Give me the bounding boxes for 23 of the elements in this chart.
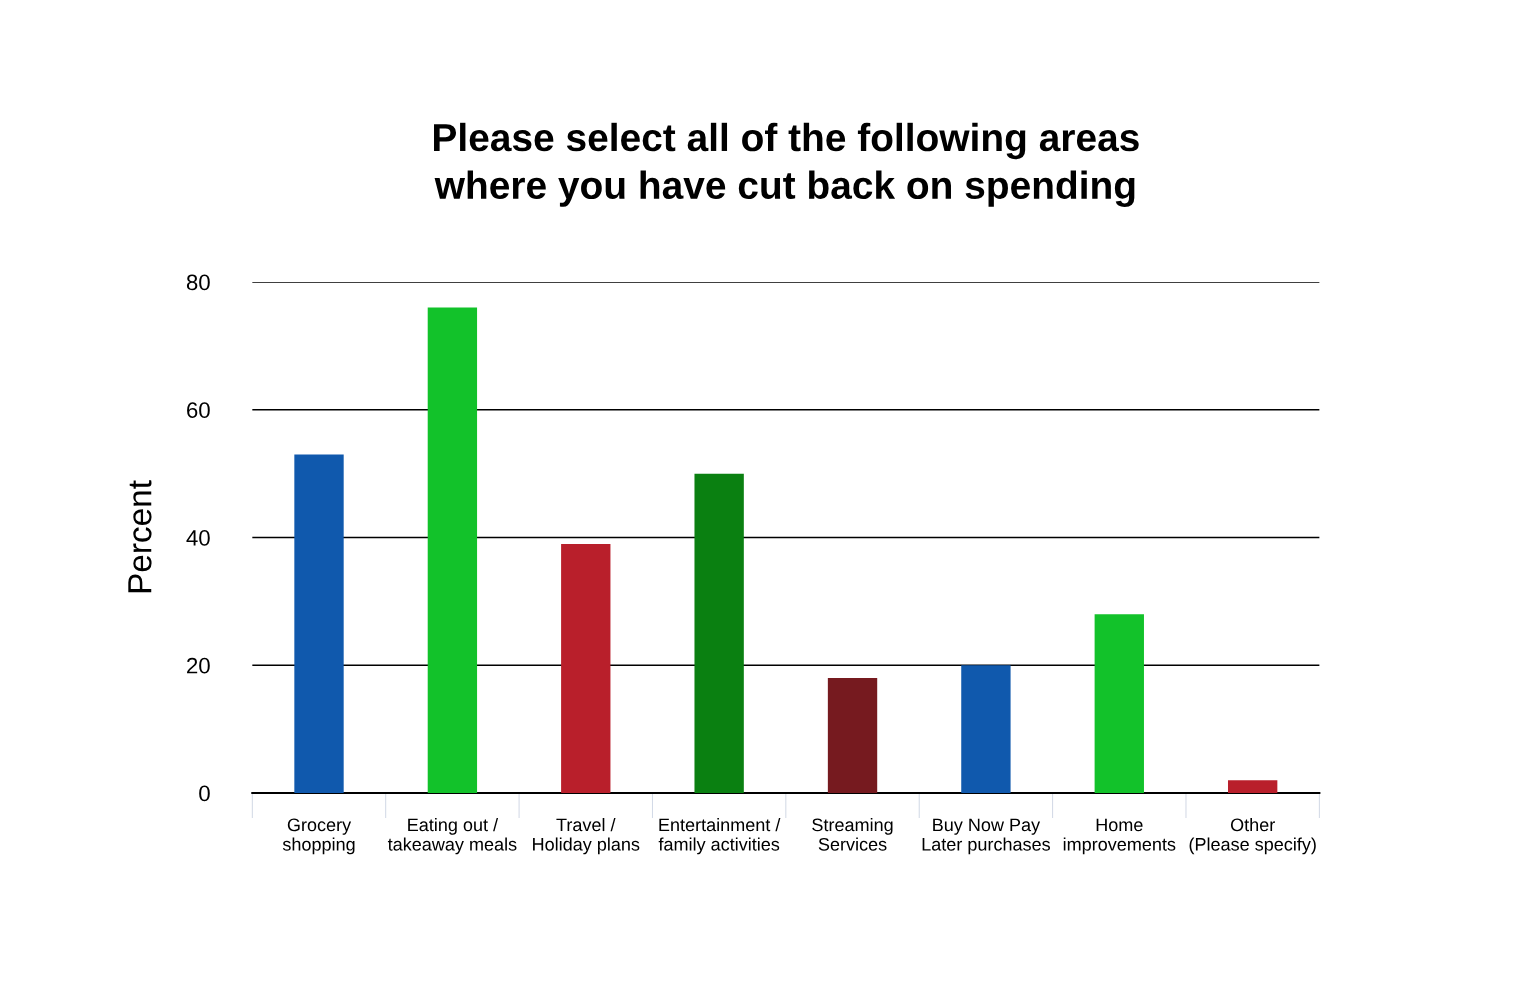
bar — [827, 678, 878, 793]
x-tick-label: Home improvements — [1063, 818, 1176, 855]
y-tick-label: 80 — [186, 274, 210, 291]
x-tick-label: Streaming Services — [812, 818, 893, 851]
bar — [294, 454, 344, 793]
y-tick-label: 0 — [199, 785, 210, 802]
y-tick-label: 20 — [187, 657, 210, 674]
x-tick-label: Buy Now Pay Later purchases — [922, 818, 1050, 855]
x-tick-label: Grocery shopping — [282, 818, 355, 855]
bar — [694, 473, 744, 793]
y-axis-title: Percent — [128, 480, 152, 593]
chart-title: Please select all of the following areas where you have cut back on spending — [434, 122, 1139, 207]
x-tick-label: Entertainment / family activities — [658, 818, 781, 855]
x-tick-label: Travel / Holiday plans — [533, 818, 640, 855]
bar — [427, 307, 478, 793]
y-tick-label: 40 — [186, 530, 210, 546]
bar — [1094, 614, 1144, 793]
x-tick-label: Eating out / takeaway meals — [387, 818, 517, 855]
bar — [561, 543, 611, 793]
x-tick-label: Other (Please specify) — [1189, 818, 1316, 855]
bar — [1227, 780, 1278, 793]
y-tick-label: 60 — [187, 402, 210, 419]
bar — [961, 665, 1011, 793]
